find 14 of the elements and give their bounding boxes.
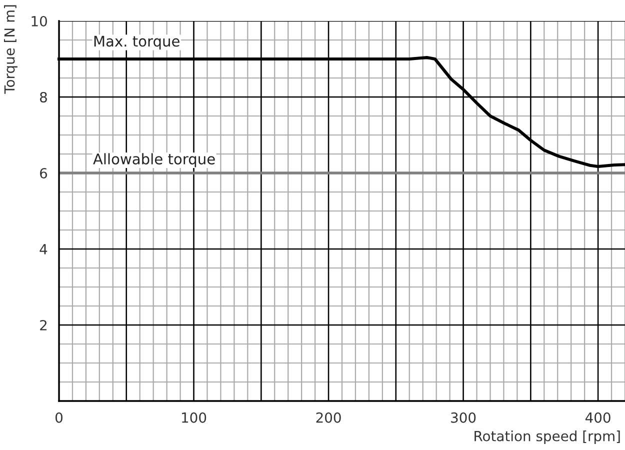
- y-tick-label: 2: [40, 320, 46, 330]
- y-tick-label: 4: [40, 244, 48, 254]
- y-tick-label: 10: [32, 16, 47, 26]
- x-tick-label: 100: [182, 412, 206, 423]
- x-axis-title: Rotation speed [rpm]: [474, 430, 620, 444]
- y-axis-title: Torque [N m]: [4, 5, 18, 94]
- y-tick-label: 6: [40, 168, 48, 178]
- x-tick-label: 300: [451, 412, 476, 423]
- y-tick-label: 8: [40, 92, 47, 102]
- series-label: Max. torque: [94, 36, 180, 50]
- ref-line-label: Allowable torque: [93, 153, 215, 168]
- x-tick-label: 200: [316, 412, 341, 423]
- x-tick-label: 400: [585, 412, 610, 423]
- x-tick-label: 0: [55, 412, 62, 423]
